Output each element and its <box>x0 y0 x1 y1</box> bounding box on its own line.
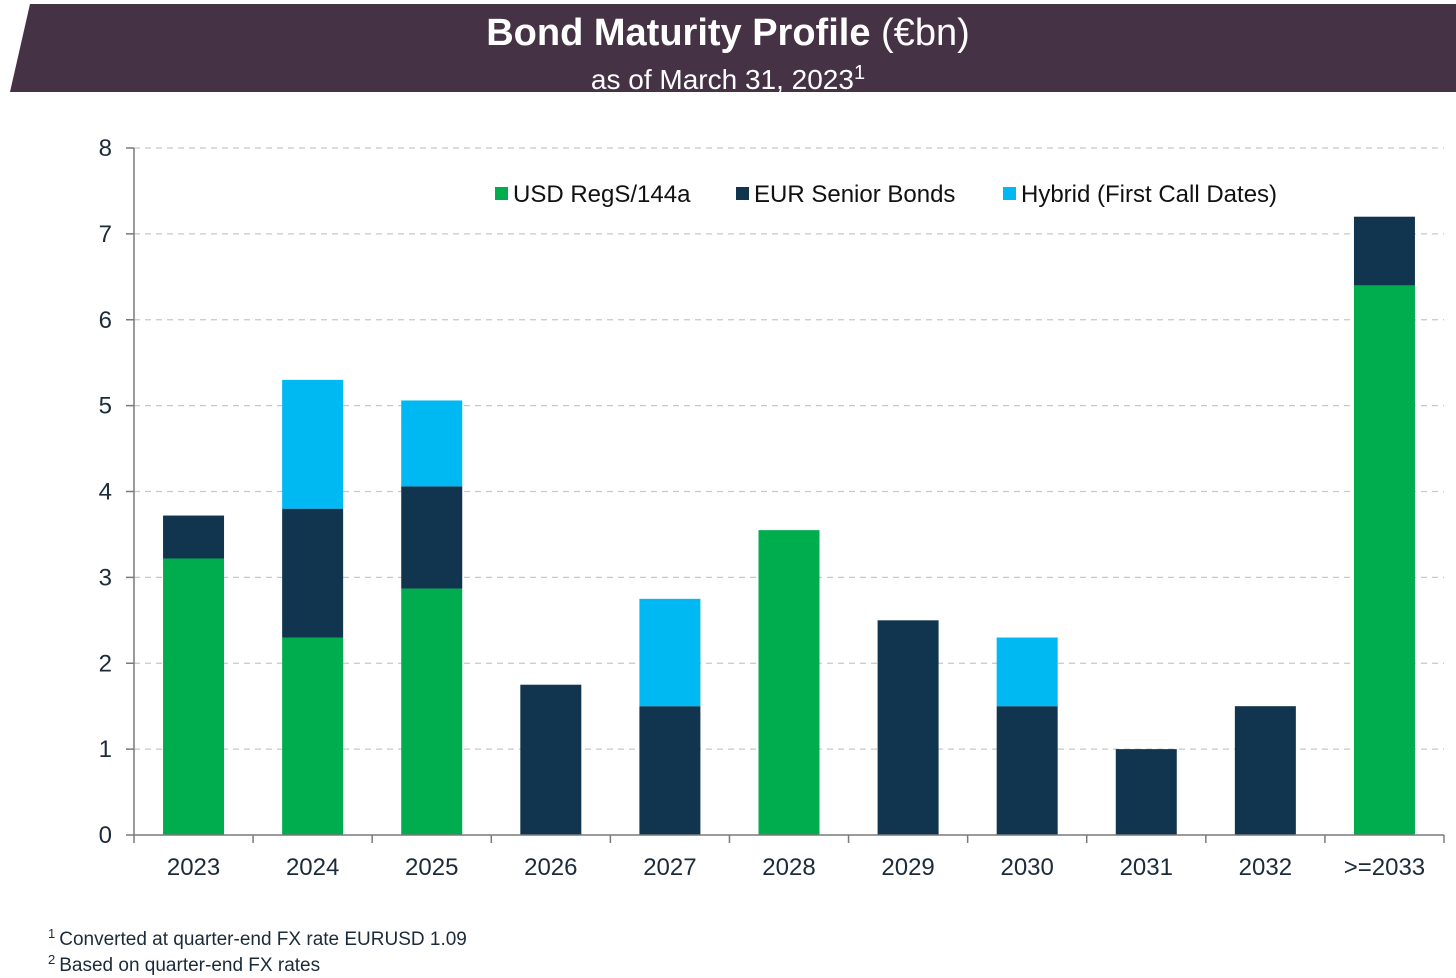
footnote-1-text: Converted at quarter-end FX rate EURUSD … <box>59 929 467 950</box>
bar-segment <box>1353 285 1415 835</box>
bar-segment <box>282 637 344 835</box>
chart-title: Bond Maturity Profile (€bn) <box>0 10 1456 56</box>
bar-segment <box>1234 706 1296 835</box>
bar-segment <box>163 558 225 835</box>
x-tick-label: >=2033 <box>1344 854 1425 881</box>
legend: USD RegS/144a EUR Senior Bonds Hybrid (Fir… <box>495 181 1277 208</box>
bar-segment <box>1115 749 1177 835</box>
y-tick-label: 1 <box>99 736 112 763</box>
bar-segment <box>639 598 701 707</box>
y-tick-label: 7 <box>99 221 112 248</box>
x-tick-label: 2029 <box>881 854 934 881</box>
axes: 0 1 2 3 4 5 6 7 8 2023 2024 2025 2026 2027 2028 2029 203… <box>99 135 1445 881</box>
footnote-2-text: Based on quarter-end FX rates <box>59 955 321 976</box>
legend-swatch <box>495 187 508 200</box>
y-tick-label: 4 <box>99 479 112 506</box>
chart-subtitle: as of March 31, 20231 <box>0 56 1456 97</box>
x-tick-label: 2028 <box>762 854 815 881</box>
legend-swatch <box>1003 187 1016 200</box>
footnote-2-mark: 2 <box>48 952 56 967</box>
legend-label: USD RegS/144a <box>513 181 691 208</box>
title-banner-background <box>10 4 1456 92</box>
footnote-1: 1 Converted at quarter-end FX rate EURUSD… <box>48 926 467 951</box>
bar-segment <box>520 684 582 835</box>
bar-segment <box>1353 216 1415 286</box>
x-tick-label: 2023 <box>167 854 220 881</box>
x-tick-label: 2031 <box>1120 854 1173 881</box>
bar-segment <box>996 706 1058 835</box>
legend-swatch <box>736 187 749 200</box>
bar-segment <box>282 508 344 638</box>
x-tick-label: 2026 <box>524 854 577 881</box>
footnote-1-mark: 1 <box>48 926 56 941</box>
x-tick-label: 2030 <box>1000 854 1053 881</box>
chart-title-main: Bond Maturity Profile <box>486 12 871 54</box>
y-tick-label: 3 <box>99 564 112 591</box>
legend-label: EUR Senior Bonds <box>754 181 955 208</box>
bar-segment <box>639 706 701 835</box>
chart-subtitle-footnote-mark: 1 <box>853 62 866 84</box>
bar-segment <box>401 486 463 589</box>
bar-segment <box>877 620 939 835</box>
x-tick-label: 2024 <box>286 854 339 881</box>
chart-subtitle-text: as of March 31, 2023 <box>590 64 854 95</box>
bar-segment <box>758 530 820 835</box>
bar-segment <box>996 637 1058 707</box>
bar-series <box>163 216 1415 835</box>
chart-title-unit: (€bn) <box>881 12 970 54</box>
title-banner: Bond Maturity Profile (€bn) as of March … <box>0 0 1456 96</box>
y-tick-label: 8 <box>99 135 112 162</box>
footnote-2: 2 Based on quarter-end FX rates <box>48 952 320 977</box>
y-tick-label: 5 <box>99 393 112 420</box>
bar-segment <box>401 588 463 835</box>
y-tick-label: 2 <box>99 650 112 677</box>
y-tick-label: 6 <box>99 307 112 334</box>
bar-segment <box>163 515 225 559</box>
x-tick-label: 2032 <box>1239 854 1292 881</box>
x-tick-label: 2025 <box>405 854 458 881</box>
bond-maturity-chart: 0 1 2 3 4 5 6 7 8 2023 2024 2025 2026 2027 2028 2029 203… <box>99 135 1445 881</box>
y-tick-label: 0 <box>99 822 112 849</box>
bar-segment <box>401 400 463 487</box>
bar-segment <box>282 379 344 509</box>
legend-label: Hybrid (First Call Dates) <box>1021 181 1277 208</box>
x-tick-label: 2027 <box>643 854 696 881</box>
